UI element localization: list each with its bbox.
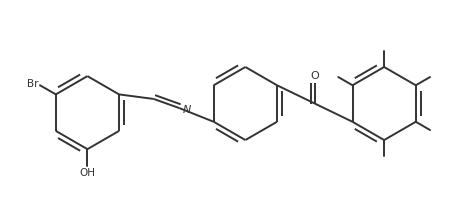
Text: O: O [311,71,319,81]
Text: Br: Br [27,79,38,89]
Text: OH: OH [79,168,95,178]
Text: N: N [183,105,191,115]
